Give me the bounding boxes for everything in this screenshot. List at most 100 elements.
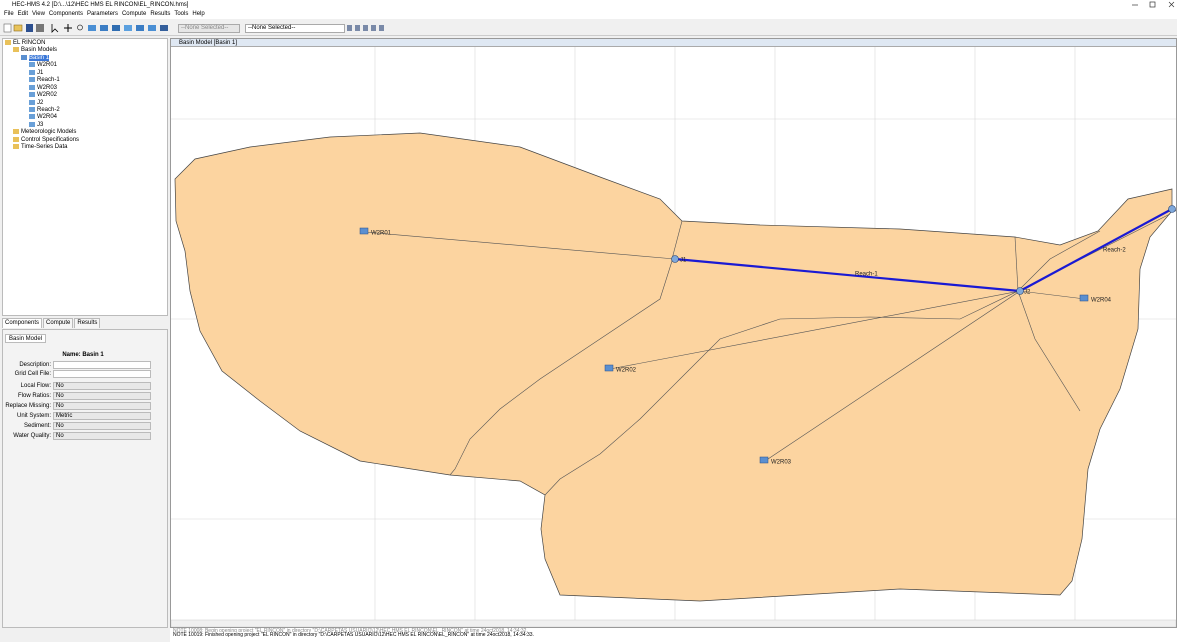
tree-node[interactable]: Basin Models (3, 47, 167, 54)
tree-label: W2R04 (37, 114, 58, 121)
tree-label: Control Specifications (21, 136, 80, 143)
subbasin-icon[interactable] (759, 456, 769, 464)
field-label: Flow Ratios: (17, 393, 51, 399)
field-input[interactable]: No (53, 422, 151, 430)
subbasin-icon[interactable] (359, 227, 369, 235)
menu-item[interactable]: Tools (174, 11, 189, 17)
tree-node[interactable]: EL RINCON (3, 40, 167, 47)
field-row: Water Quality: No (3, 432, 163, 440)
tree-node[interactable]: J3 (3, 121, 167, 129)
field-input[interactable] (53, 370, 151, 378)
subbasin-icon[interactable] (1079, 294, 1089, 302)
tree-node[interactable]: W2R04 (3, 114, 167, 121)
basin-boundary (174, 132, 1173, 602)
tree-node[interactable]: Reach-1 (3, 77, 167, 84)
tree-node[interactable]: Meteorologic Models (3, 129, 167, 136)
junction-icon[interactable] (1016, 287, 1024, 295)
field-input[interactable]: No (53, 402, 151, 410)
tree-label: Reach-2 (37, 107, 60, 114)
menu-item[interactable]: Compute (121, 11, 147, 17)
tree-node[interactable]: Time-Series Data (3, 144, 167, 151)
field-value: Metric (56, 413, 73, 419)
tab[interactable]: Components (2, 318, 43, 328)
tree-node[interactable]: Reach-2 (3, 106, 167, 114)
tree-node[interactable]: W2R02 (3, 92, 167, 99)
window-controls[interactable] (1120, 0, 1177, 10)
basin-map-window: Basin Model [Basin 1] W2R01 J1 Reach-1 J2 Re… (170, 38, 1177, 628)
tree-icon (29, 114, 35, 120)
tree-icon (5, 40, 11, 45)
field-label: Description: (19, 362, 51, 368)
tab[interactable]: Compute (43, 318, 74, 328)
menu-item[interactable]: Edit (17, 11, 29, 17)
field-row: Sediment: No (3, 422, 163, 430)
editor-tab[interactable]: Basin Model (5, 334, 47, 343)
map-title: Basin Model [Basin 1] (179, 40, 238, 46)
tree-node[interactable]: Control Specifications (3, 136, 167, 144)
field-row: Flow Ratios: No (3, 392, 163, 400)
connector (364, 231, 676, 260)
junction-icon[interactable] (671, 255, 679, 263)
component-editor: Basin Model Name: Basin 1 Description: Gr… (2, 329, 168, 628)
tree-icon (13, 129, 19, 135)
field-input[interactable]: No (53, 432, 151, 440)
field-row: Unit System: Metric (3, 412, 163, 420)
menu-item[interactable]: View (32, 11, 45, 17)
tab[interactable]: Results (74, 318, 101, 328)
menu-item[interactable]: Components (48, 11, 83, 17)
tree-icon (29, 106, 35, 112)
field-input[interactable]: Metric (53, 412, 151, 420)
menu-item[interactable]: File (4, 11, 14, 17)
tree-node[interactable]: Basin 1 (3, 54, 167, 62)
tree-icon (29, 84, 35, 90)
tree-icon (21, 54, 27, 60)
map-label: Reach-1 (855, 272, 878, 278)
menu-item[interactable]: Results (150, 11, 171, 17)
connector (609, 290, 1021, 370)
menu-item[interactable]: Parameters (86, 11, 118, 17)
field-input[interactable]: No (53, 392, 151, 400)
junction-icon[interactable] (1168, 205, 1176, 213)
field-label: Unit System: (16, 413, 51, 419)
tree-icon (29, 92, 35, 98)
map-label: W2R02 (616, 368, 637, 374)
field-value: No (56, 423, 64, 429)
tree-label: Meteorologic Models (21, 129, 77, 136)
map-label: Reach-2 (1103, 248, 1126, 254)
reach-line (1019, 208, 1173, 292)
name-value: Basin 1 (82, 352, 104, 358)
title-bar: HEC-HMS 4.2 [D:\...\12\HEC HMS EL RINCON… (0, 0, 1177, 10)
subbasin-icon[interactable] (604, 364, 614, 372)
log-message: NOTE 10019: Finished opening project "EL… (173, 632, 534, 638)
window-title: HEC-HMS 4.2 [D:\...\12\HEC HMS EL RINCON… (12, 2, 189, 8)
tree-node[interactable]: J1 (3, 69, 167, 77)
field-input[interactable] (53, 361, 151, 369)
tree-node[interactable]: W2R03 (3, 84, 167, 92)
log-message: NOTE 10008: Begin opening project "EL RI… (173, 628, 528, 632)
field-value: No (56, 403, 64, 409)
connector (764, 290, 1021, 462)
selector[interactable]: --None Selected-- (245, 24, 345, 33)
menu-item[interactable]: Help (192, 11, 205, 17)
tree-icon (13, 144, 19, 150)
field-value: No (56, 383, 64, 389)
subbasin-boundary (1017, 290, 1081, 412)
toolbar-icons[interactable] (2, 20, 180, 36)
subbasin-boundary (1017, 230, 1101, 292)
tree-label: Basin 1 (29, 54, 50, 61)
tree-label: EL RINCON (13, 40, 46, 47)
tree-label: Reach-1 (37, 77, 60, 84)
tree-node[interactable]: J2 (3, 99, 167, 107)
selector[interactable]: --None Selected-- (178, 24, 240, 33)
basin-map[interactable]: W2R01 J1 Reach-1 J2 Reach-2 W2R04 W2R02 W2R03 J3 (170, 47, 1177, 628)
field-label: Sediment: (23, 423, 51, 429)
tree-label: Basin Models (21, 47, 58, 54)
message-log: NOTE 10008: Begin opening project "EL RI… (170, 628, 1177, 642)
field-row: Replace Missing: No (3, 402, 163, 410)
tree-node[interactable]: W2R01 (3, 62, 167, 69)
field-input[interactable]: No (53, 382, 151, 390)
toolbar-icons-right[interactable] (345, 20, 385, 36)
scrollbar[interactable] (170, 619, 1177, 628)
field-label: Grid Cell File: (14, 371, 51, 377)
tree-icon (29, 69, 35, 75)
